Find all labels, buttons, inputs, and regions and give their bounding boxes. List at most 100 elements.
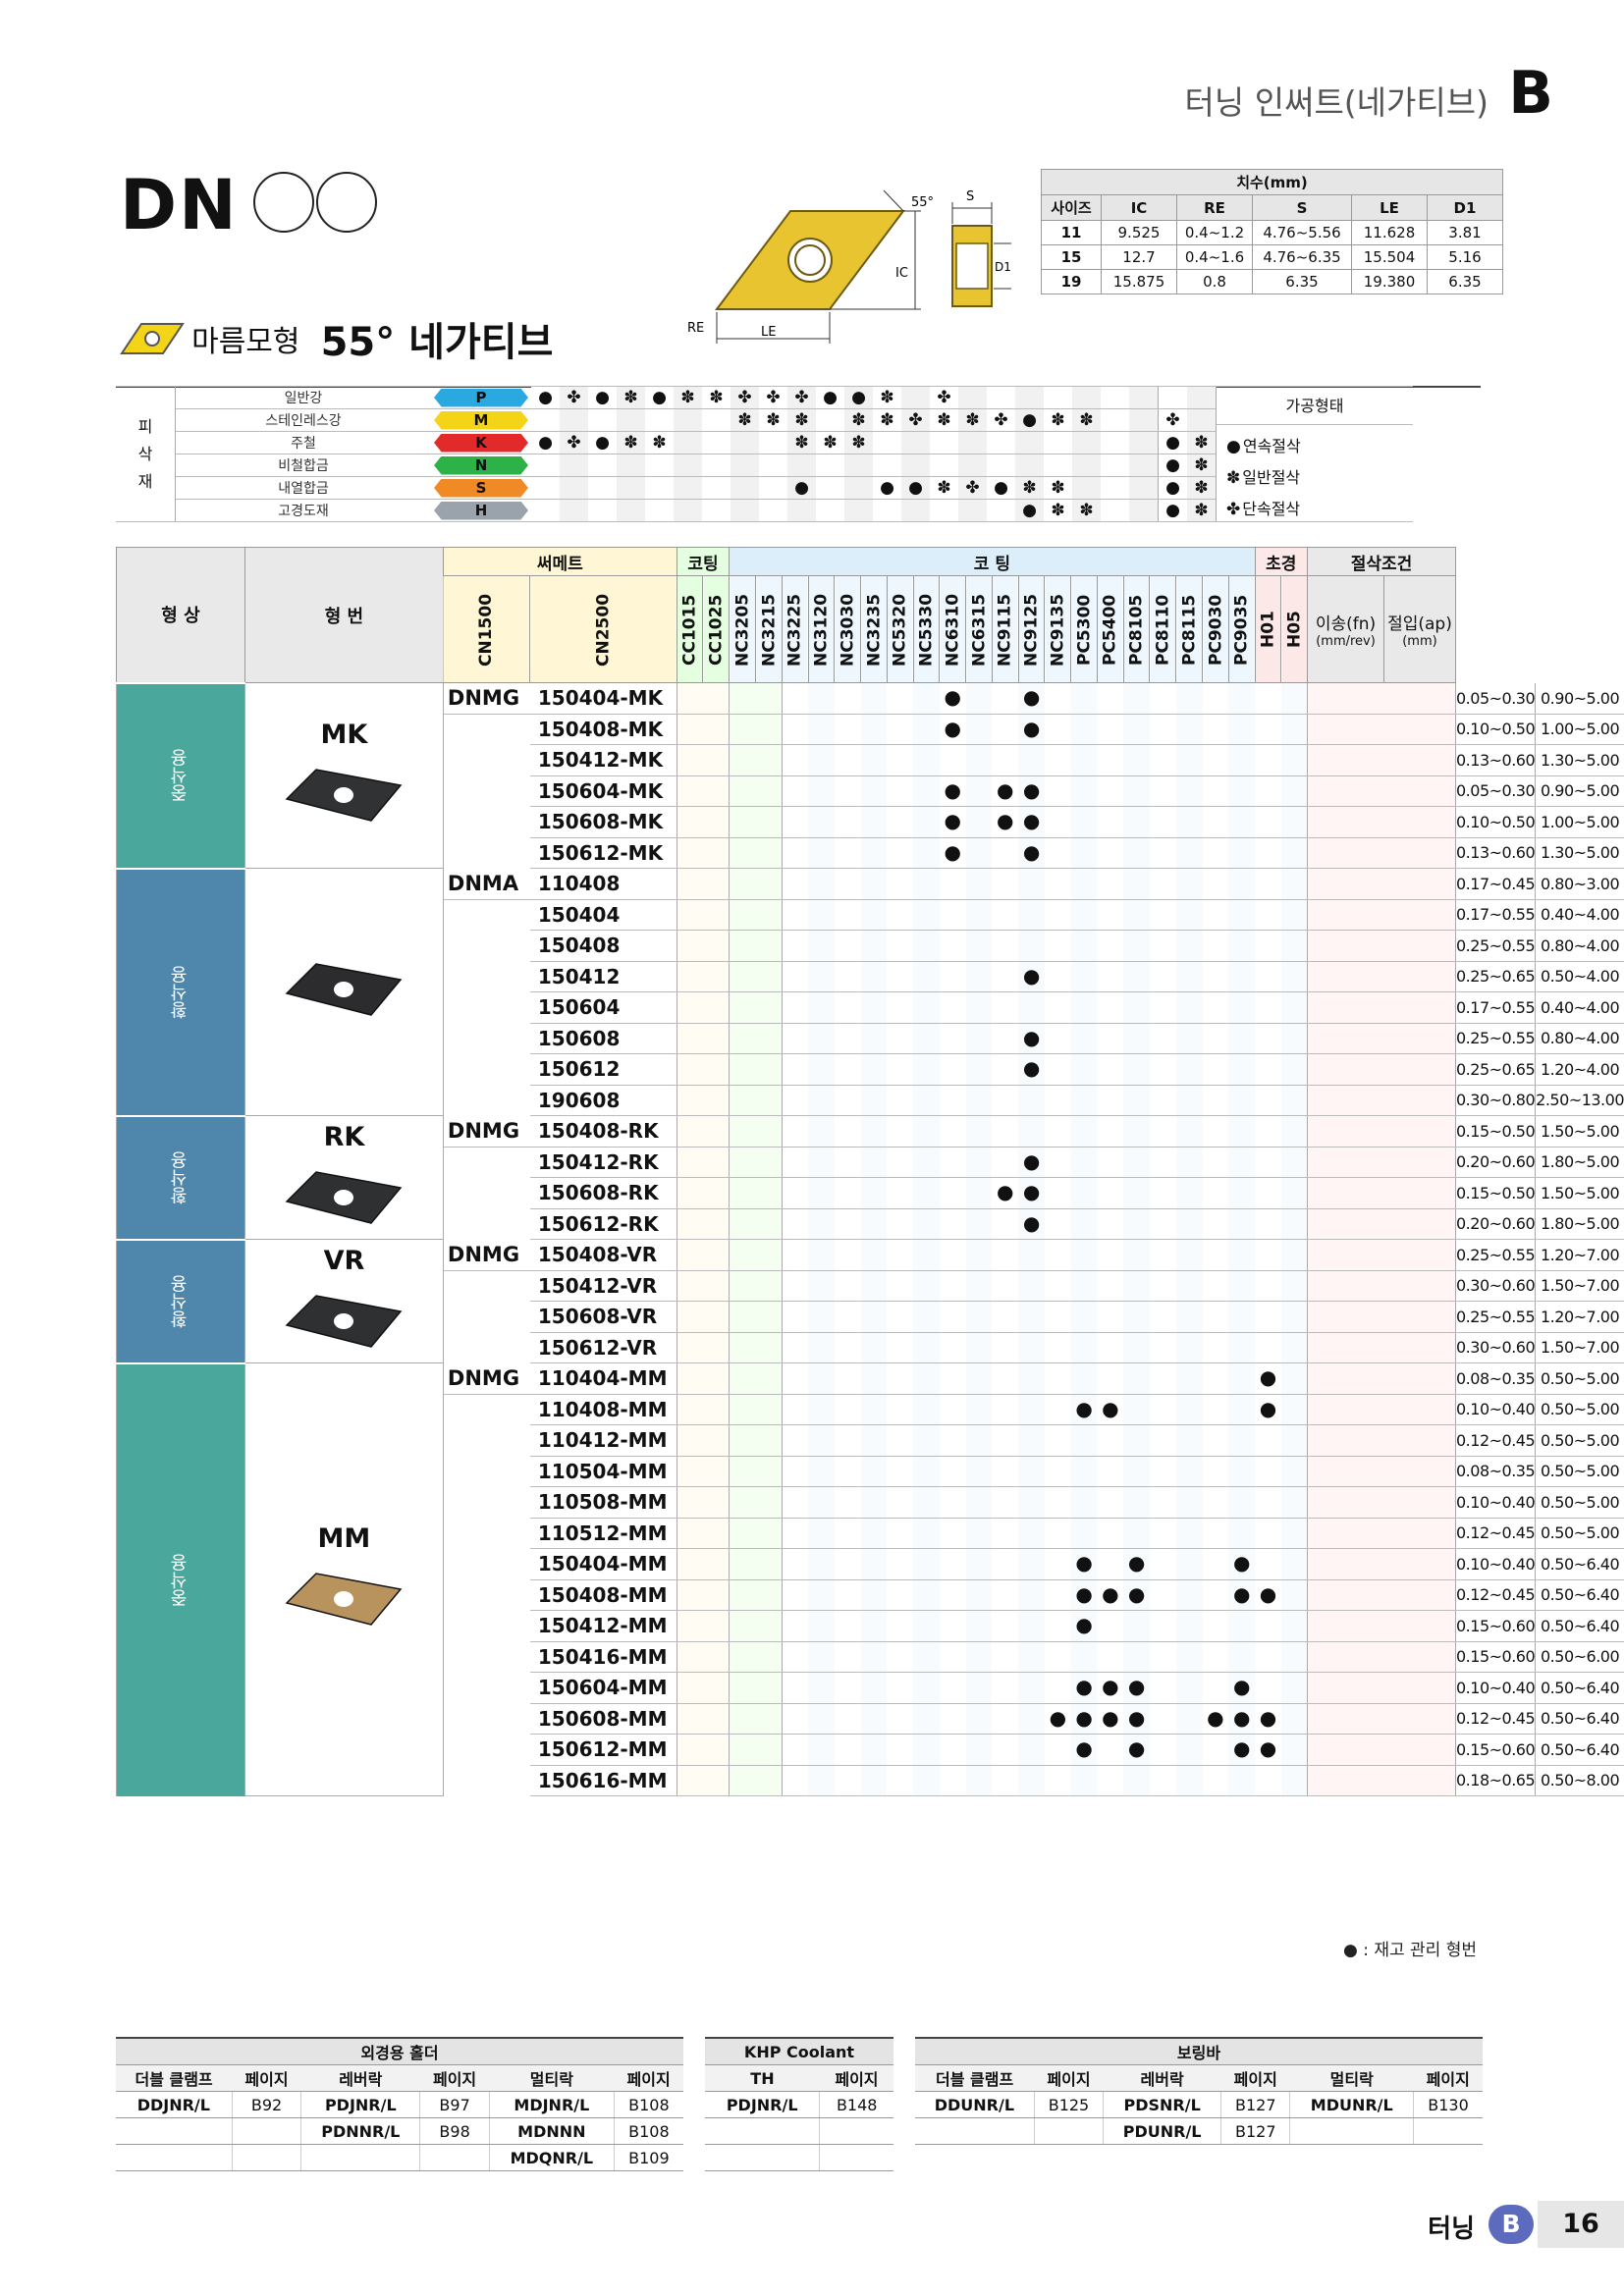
grade-cell bbox=[834, 714, 861, 745]
grade-cell bbox=[860, 1703, 888, 1735]
grade-cell bbox=[1018, 991, 1045, 1024]
insert-type-spacer bbox=[443, 1673, 529, 1704]
grade-cell bbox=[702, 1147, 730, 1178]
grade-cell bbox=[965, 806, 993, 838]
grade-cell bbox=[887, 961, 914, 992]
grade-cell bbox=[1202, 1115, 1229, 1148]
grade-cell bbox=[1097, 1734, 1124, 1766]
grade-cell bbox=[1044, 1548, 1071, 1580]
grade-cell bbox=[1255, 1270, 1281, 1302]
grade-cell bbox=[1123, 714, 1150, 745]
insert-type-spacer bbox=[443, 1641, 529, 1673]
grade-cell bbox=[781, 1734, 809, 1766]
stock-dot: ● bbox=[1022, 1210, 1041, 1235]
grade-header: PC8115 bbox=[1175, 575, 1203, 683]
grade-cell bbox=[1307, 868, 1384, 900]
insert-type-spacer bbox=[443, 1579, 529, 1611]
grade-cell bbox=[1383, 714, 1456, 745]
grade-cell bbox=[887, 1270, 914, 1302]
grade-cell bbox=[676, 714, 703, 745]
insert-type-spacer bbox=[443, 837, 529, 869]
insert-image bbox=[285, 1170, 403, 1224]
grade-cell bbox=[860, 1115, 888, 1148]
grade-cell bbox=[781, 682, 809, 715]
grade-cell bbox=[1044, 1734, 1071, 1766]
grade-cell bbox=[965, 1486, 993, 1519]
grade-cell bbox=[1307, 1672, 1384, 1704]
material-code-badge: N bbox=[434, 455, 528, 475]
part-number: 150408-MK bbox=[529, 714, 677, 745]
grade-cell bbox=[1255, 1456, 1281, 1487]
feed-value: 0.30~0.60 bbox=[1454, 1270, 1536, 1302]
grade-cell bbox=[1070, 961, 1098, 992]
grade-cell bbox=[834, 1085, 861, 1116]
holder-row: DDUNR/L B125 PDSNR/L B127 MDUNR/L B130 bbox=[915, 2091, 1483, 2118]
stock-dot: ● bbox=[1259, 1705, 1277, 1730]
grade-cell bbox=[992, 1332, 1019, 1363]
grade-cell bbox=[1070, 1362, 1098, 1395]
insert-type-spacer bbox=[443, 1178, 529, 1209]
application-mark bbox=[1044, 431, 1072, 454]
feed-value: 0.12~0.45 bbox=[1454, 1703, 1536, 1735]
process-label: 단속절삭 bbox=[1242, 500, 1301, 518]
grade-cell bbox=[1383, 1332, 1456, 1363]
grade-cell bbox=[939, 1641, 966, 1673]
holder-row bbox=[705, 2117, 893, 2145]
application-mark: ✽ bbox=[787, 408, 816, 432]
process-legend-item: ✽ 일반절삭 bbox=[1226, 464, 1413, 488]
grade-cell bbox=[702, 775, 730, 807]
grade-cell: ● bbox=[1018, 1208, 1045, 1240]
grade-cell bbox=[1383, 744, 1456, 776]
grade-cell bbox=[860, 1579, 888, 1611]
grade-cell bbox=[1175, 1301, 1203, 1333]
grade-cell bbox=[965, 1765, 993, 1796]
stock-dot: ● bbox=[997, 809, 1014, 833]
grade-cell bbox=[860, 961, 888, 992]
chipbreaker-label: RK bbox=[323, 1121, 365, 1152]
grade-cell bbox=[1228, 682, 1256, 715]
grade-cell bbox=[781, 1301, 809, 1333]
grade-header: PC8105 bbox=[1123, 575, 1150, 683]
grade-cell bbox=[781, 1610, 809, 1642]
grade-cell bbox=[1149, 1394, 1176, 1425]
grade-cell bbox=[1228, 1610, 1256, 1642]
grade-cell bbox=[1044, 1023, 1071, 1054]
grade-cell bbox=[1097, 961, 1124, 992]
application-mark bbox=[731, 499, 759, 522]
depth-value: 0.80~4.00 bbox=[1535, 1023, 1624, 1054]
feed-value: 0.10~0.40 bbox=[1454, 1394, 1536, 1425]
grade-cell bbox=[992, 1362, 1019, 1395]
grade-cell bbox=[965, 1579, 993, 1611]
grade-header: PC5400 bbox=[1097, 575, 1124, 683]
grade-cell bbox=[1149, 682, 1176, 715]
process-legend-item: ✤ 단속절삭 bbox=[1226, 496, 1413, 519]
application-mark: ✽ bbox=[1072, 408, 1101, 432]
grade-cell bbox=[939, 1208, 966, 1240]
grade-cell bbox=[965, 1085, 993, 1116]
grade-cell bbox=[729, 1085, 756, 1116]
grade-cell bbox=[1255, 1672, 1281, 1704]
grade-cell bbox=[729, 744, 756, 776]
insert-type-spacer bbox=[443, 1302, 529, 1333]
dimensions-row: 11 9.525 0.4~1.2 4.76~5.56 11.628 3.81 bbox=[1041, 220, 1503, 245]
grade-cell: ● bbox=[939, 714, 966, 745]
grade-cell bbox=[913, 1332, 940, 1363]
application-mark bbox=[930, 454, 958, 477]
grade-cell bbox=[729, 1703, 756, 1735]
application-mark: ● bbox=[987, 476, 1015, 500]
grade-cell bbox=[1255, 1765, 1281, 1796]
insert-type-spacer bbox=[443, 1394, 529, 1425]
grade-cell bbox=[781, 1332, 809, 1363]
grade-cell bbox=[1070, 1208, 1098, 1240]
grade-cell bbox=[1228, 961, 1256, 992]
grade-cell bbox=[860, 775, 888, 807]
holder-page: B127 bbox=[1220, 2117, 1290, 2145]
grade-cell bbox=[1097, 1053, 1124, 1086]
grade-cell bbox=[860, 1672, 888, 1704]
grade-cell bbox=[1097, 1270, 1124, 1302]
grade-cell bbox=[939, 1765, 966, 1796]
table-row: 150412-MM ● 0.15~0.60 0.50~6.40 bbox=[117, 1610, 1624, 1642]
holder-name: MDJNR/L bbox=[488, 2091, 615, 2118]
grade-cell bbox=[1044, 775, 1071, 807]
grade-cell bbox=[808, 1394, 835, 1425]
